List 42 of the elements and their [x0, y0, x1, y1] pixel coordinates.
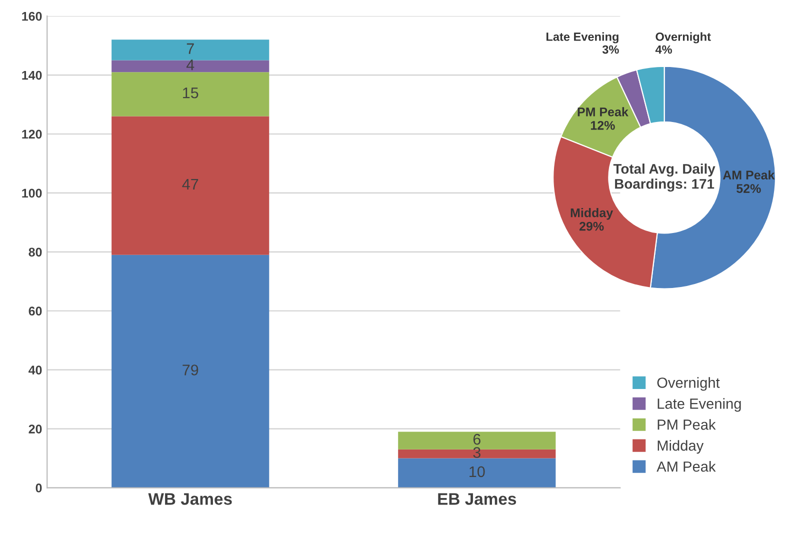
- y-tick-label: 80: [28, 248, 42, 257]
- y-tick-label: 40: [28, 366, 42, 374]
- slice-label: Late Evening: [546, 32, 618, 44]
- bar: [112, 116, 270, 255]
- legend-label: Overnight: [657, 377, 720, 391]
- slice-label: Midday: [570, 208, 614, 220]
- bar: [398, 458, 556, 488]
- legend-label: Late Evening: [658, 398, 741, 412]
- slice-label: Overnight: [656, 32, 711, 44]
- data-label: 79: [182, 364, 198, 376]
- annotation: Total Avg. Daily Boardings: 171: [613, 164, 716, 192]
- y-tick-label: 0: [36, 484, 42, 492]
- y-tick-label: 60: [28, 306, 42, 316]
- legend-label: PM Peak: [658, 419, 716, 430]
- slice-label: PM Peak: [578, 107, 628, 116]
- data-label: 47: [182, 179, 198, 190]
- bar: [112, 40, 270, 60]
- y-tick-label: 20: [28, 424, 42, 434]
- legend-label: AM Peak: [656, 461, 716, 472]
- y-tick-label: 160: [22, 12, 42, 21]
- data-label: 52%: [736, 184, 761, 193]
- bar: [112, 60, 270, 72]
- slice-label: AM Peak: [722, 170, 775, 180]
- data-label: 4: [186, 60, 194, 70]
- data-label: 3%: [602, 45, 619, 54]
- data-label: 10: [470, 466, 485, 478]
- x-tick-label: EB James: [438, 493, 516, 505]
- data-label: 6: [473, 434, 480, 445]
- data-label: 12%: [590, 120, 615, 130]
- x-tick-label: WB James: [148, 493, 232, 505]
- y-tick-label: 140: [22, 70, 42, 80]
- bar: [398, 449, 556, 458]
- data-label: 29%: [579, 222, 604, 231]
- bar: [112, 254, 270, 488]
- y-tick-label: 120: [22, 130, 42, 139]
- bar: [112, 72, 270, 116]
- data-label: 15: [183, 88, 198, 98]
- data-label: 7: [186, 43, 194, 54]
- data-label: 4%: [655, 45, 672, 54]
- y-tick-label: 100: [22, 188, 42, 198]
- data-label: 3: [473, 447, 480, 458]
- legend-label: Midday: [658, 440, 704, 454]
